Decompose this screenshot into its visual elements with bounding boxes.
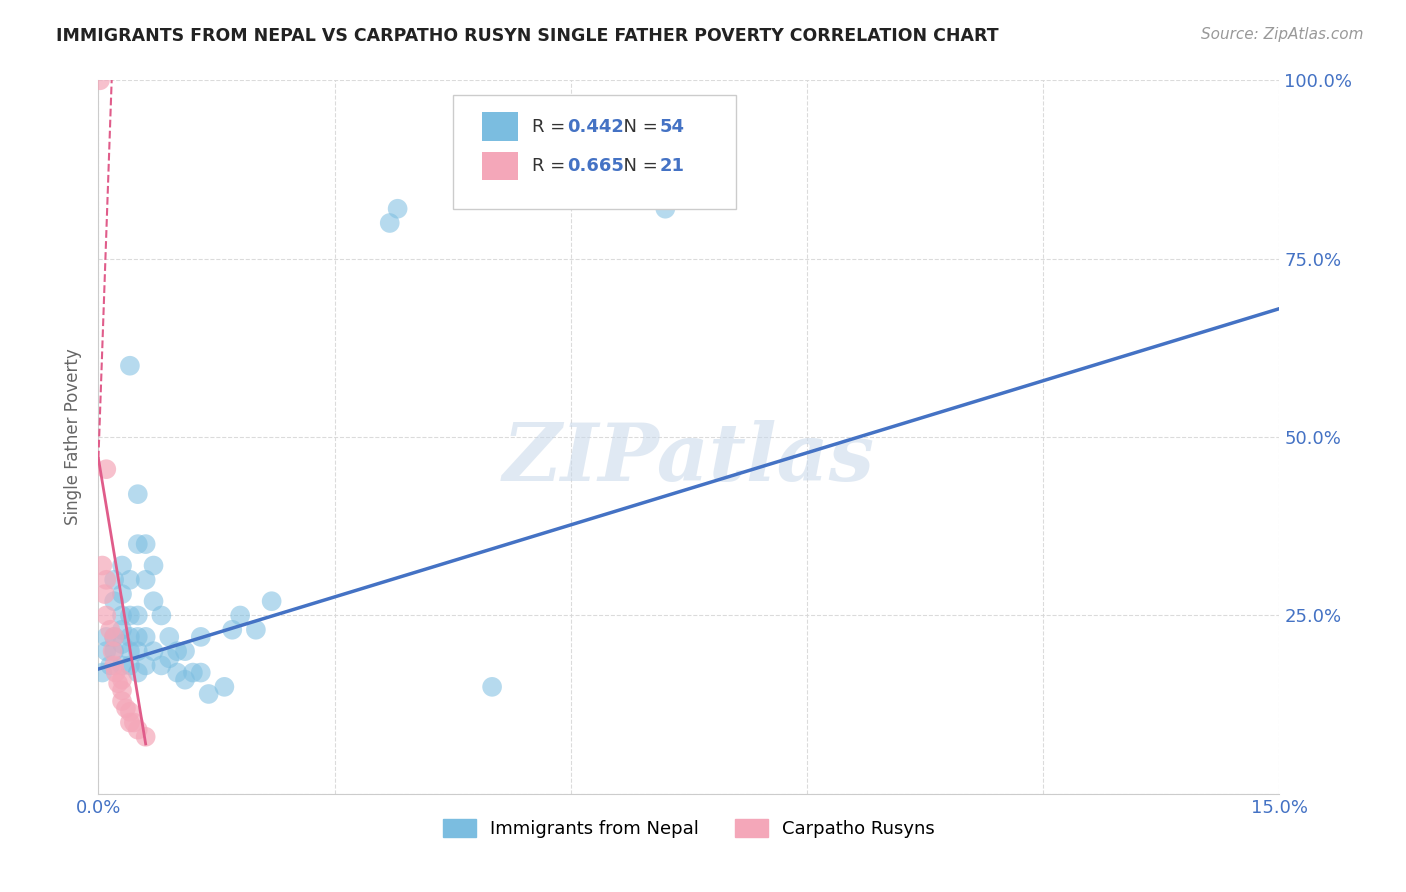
Point: [118, 705, 141, 719]
Point: [166, 665, 188, 680]
Point: [142, 558, 165, 573]
Point: [103, 573, 125, 587]
Point: [122, 715, 145, 730]
Point: [127, 723, 149, 737]
Point: [127, 644, 149, 658]
Point: [150, 658, 173, 673]
Point: [118, 658, 141, 673]
Point: [135, 730, 157, 744]
Point: [103, 630, 125, 644]
Point: [115, 701, 138, 715]
Text: N =: N =: [612, 157, 664, 175]
Point: [174, 673, 197, 687]
Point: [157, 630, 180, 644]
Point: [96, 644, 118, 658]
Point: [378, 216, 401, 230]
Point: [142, 594, 165, 608]
Point: [127, 630, 149, 644]
Text: R =: R =: [531, 157, 571, 175]
Point: [91, 558, 114, 573]
Point: [96, 462, 118, 476]
Point: [101, 644, 124, 658]
Text: IMMIGRANTS FROM NEPAL VS CARPATHO RUSYN SINGLE FATHER POVERTY CORRELATION CHART: IMMIGRANTS FROM NEPAL VS CARPATHO RUSYN …: [56, 27, 998, 45]
Point: [118, 573, 141, 587]
Point: [111, 587, 134, 601]
FancyBboxPatch shape: [482, 152, 517, 180]
Point: [98, 658, 121, 673]
Point: [260, 594, 283, 608]
Point: [135, 630, 157, 644]
Text: N =: N =: [612, 118, 664, 136]
Point: [103, 644, 125, 658]
Text: Source: ZipAtlas.com: Source: ZipAtlas.com: [1201, 27, 1364, 42]
Text: R =: R =: [531, 118, 571, 136]
Point: [118, 630, 141, 644]
Text: ZIPatlas: ZIPatlas: [503, 420, 875, 497]
Point: [127, 487, 149, 501]
Point: [166, 644, 188, 658]
Point: [197, 687, 219, 701]
Point: [190, 665, 212, 680]
Point: [221, 623, 243, 637]
Point: [229, 608, 252, 623]
Point: [118, 608, 141, 623]
Text: 0.442: 0.442: [567, 118, 624, 136]
Point: [174, 644, 197, 658]
Point: [111, 637, 134, 651]
Text: 0.665: 0.665: [567, 157, 624, 175]
Text: 21: 21: [659, 157, 685, 175]
Point: [103, 630, 125, 644]
Point: [481, 680, 503, 694]
Point: [111, 683, 134, 698]
Legend: Immigrants from Nepal, Carpatho Rusyns: Immigrants from Nepal, Carpatho Rusyns: [436, 812, 942, 846]
Point: [127, 665, 149, 680]
Point: [111, 608, 134, 623]
Point: [190, 630, 212, 644]
Point: [89, 73, 111, 87]
Point: [111, 694, 134, 708]
Point: [111, 558, 134, 573]
Point: [135, 658, 157, 673]
Point: [111, 658, 134, 673]
Point: [127, 608, 149, 623]
Point: [150, 608, 173, 623]
Point: [111, 623, 134, 637]
Point: [142, 644, 165, 658]
Point: [127, 537, 149, 551]
Point: [118, 644, 141, 658]
Point: [118, 715, 141, 730]
Point: [135, 537, 157, 551]
Point: [91, 665, 114, 680]
Point: [181, 665, 204, 680]
Point: [107, 676, 129, 690]
Point: [214, 680, 236, 694]
Point: [104, 665, 127, 680]
FancyBboxPatch shape: [453, 95, 737, 209]
Point: [118, 359, 141, 373]
Point: [157, 651, 180, 665]
Point: [103, 658, 125, 673]
Point: [135, 573, 157, 587]
Point: [96, 573, 118, 587]
Point: [387, 202, 409, 216]
Point: [98, 623, 121, 637]
Text: 54: 54: [659, 118, 685, 136]
Point: [654, 202, 676, 216]
Point: [96, 608, 118, 623]
Point: [96, 630, 118, 644]
Point: [93, 587, 115, 601]
Point: [245, 623, 267, 637]
Y-axis label: Single Father Poverty: Single Father Poverty: [65, 349, 83, 525]
Point: [111, 673, 134, 687]
Point: [103, 594, 125, 608]
FancyBboxPatch shape: [482, 112, 517, 141]
